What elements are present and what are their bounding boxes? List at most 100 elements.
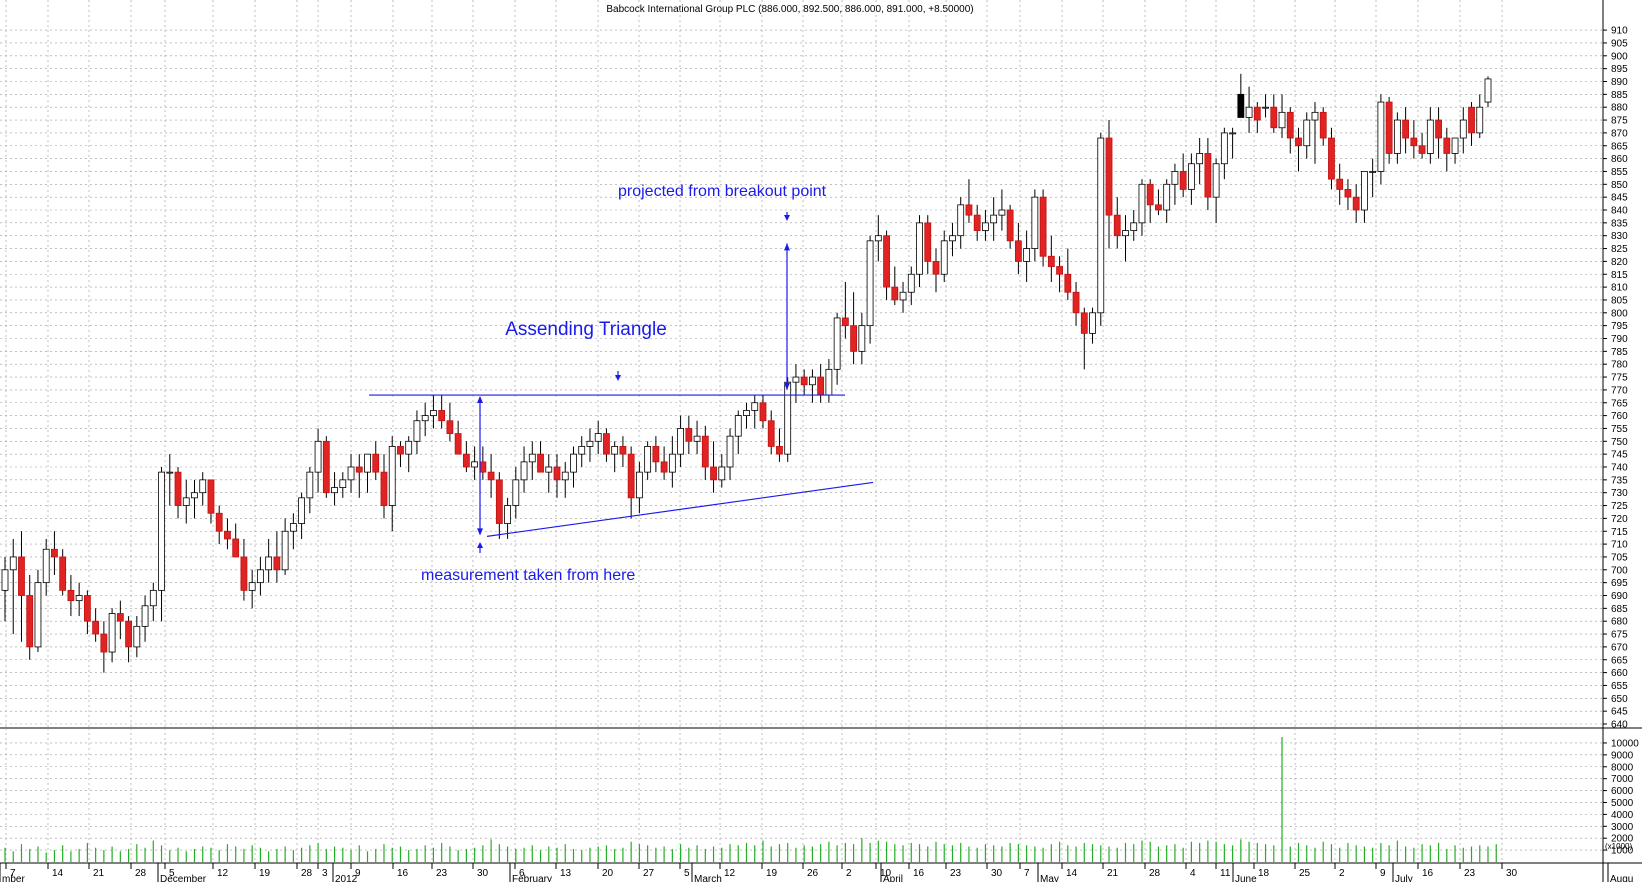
candle: [1155, 189, 1162, 216]
candle-body: [701, 435, 709, 468]
candle: [833, 312, 841, 385]
volume-tick-label: 1000: [1611, 846, 1634, 857]
candle: [273, 531, 281, 583]
candle: [1459, 107, 1467, 154]
day-tick-label: 30: [991, 868, 1003, 879]
candle-body: [421, 415, 429, 422]
candle-body: [298, 497, 306, 524]
candle: [1146, 179, 1154, 223]
day-tick-label: 27: [643, 868, 655, 879]
candle: [520, 446, 528, 493]
day-tick-label: 18: [1258, 868, 1270, 879]
candle-body: [1468, 106, 1475, 134]
candle: [594, 420, 602, 455]
candle: [1196, 138, 1204, 185]
candle: [973, 204, 981, 241]
candle: [83, 590, 91, 635]
candle: [1023, 230, 1031, 282]
candle-body: [743, 410, 750, 416]
candle-body: [232, 538, 240, 558]
month-tick-label: May: [1040, 874, 1059, 882]
candle-body: [265, 556, 273, 571]
candle-body: [932, 260, 940, 275]
price-tick-label: 655: [1611, 681, 1628, 692]
candle: [471, 446, 479, 480]
candle: [438, 395, 446, 429]
price-tick-label: 855: [1611, 167, 1628, 178]
day-tick-label: 19: [259, 868, 271, 879]
volume-tick-label: 3000: [1611, 822, 1634, 833]
candle-body: [1443, 137, 1451, 154]
candle-body: [1418, 145, 1426, 154]
candle: [1212, 158, 1220, 223]
candle: [1220, 127, 1228, 180]
candle: [619, 436, 627, 467]
candle: [1130, 210, 1138, 241]
projection-arrowhead-up: [784, 243, 790, 251]
candle: [26, 574, 34, 660]
volume-tick-label: 4000: [1611, 810, 1634, 821]
candle: [388, 436, 396, 532]
candle-body: [899, 291, 907, 301]
candle-body: [635, 471, 643, 499]
candle: [1097, 132, 1105, 326]
candle: [825, 359, 833, 403]
candle-body: [166, 471, 174, 474]
candle-body: [537, 453, 544, 473]
candle: [166, 454, 174, 506]
candle: [1229, 127, 1236, 159]
candle-body: [520, 461, 528, 481]
projection-arrowhead-down: [784, 382, 790, 390]
candle: [298, 492, 306, 539]
price-tick-label: 670: [1611, 642, 1628, 653]
day-tick-label: 16: [913, 868, 925, 879]
candle: [413, 410, 421, 455]
candle: [1163, 179, 1171, 223]
candle-body: [668, 453, 676, 473]
candle: [1311, 102, 1319, 164]
candle: [850, 292, 858, 365]
price-tick-label: 875: [1611, 116, 1628, 127]
candle: [158, 467, 165, 622]
candle-body: [487, 471, 495, 481]
candle-body: [273, 556, 281, 571]
candle: [1113, 197, 1121, 249]
month-tick-label: June: [1235, 874, 1257, 882]
day-tick-label: 7: [1024, 868, 1030, 879]
candle: [932, 248, 940, 293]
candle-body: [693, 435, 701, 442]
price-tick-label: 865: [1611, 141, 1628, 152]
candle: [710, 441, 717, 493]
day-tick-label: 23: [436, 868, 448, 879]
volume-series: [4, 737, 1497, 862]
candle: [1270, 94, 1278, 133]
candle: [1361, 171, 1368, 223]
candle-body: [1352, 196, 1360, 211]
candle-body: [1023, 248, 1031, 262]
pattern-annotations: [369, 212, 874, 553]
candle: [883, 230, 890, 300]
candle: [553, 454, 561, 498]
candle: [257, 556, 264, 596]
arrowhead-down: [477, 528, 483, 536]
candle: [149, 582, 157, 622]
candle-body: [916, 222, 923, 275]
candle: [1188, 153, 1195, 205]
candle-body: [1097, 137, 1105, 314]
volume-tick-label: 5000: [1611, 798, 1634, 809]
candle: [1056, 256, 1063, 293]
candle: [1443, 127, 1451, 172]
candle: [767, 410, 775, 455]
candle-body: [446, 420, 454, 434]
candle: [1122, 215, 1129, 262]
candle-body: [199, 479, 207, 494]
candle-body: [1278, 111, 1286, 129]
candle-body: [1163, 183, 1171, 211]
candle-body: [990, 214, 998, 224]
candle-body: [1089, 312, 1096, 334]
candle: [726, 428, 734, 480]
candle: [578, 436, 586, 467]
day-tick-label: 9: [1380, 868, 1386, 879]
candle-body: [1328, 137, 1335, 180]
candle-body: [1369, 171, 1377, 173]
